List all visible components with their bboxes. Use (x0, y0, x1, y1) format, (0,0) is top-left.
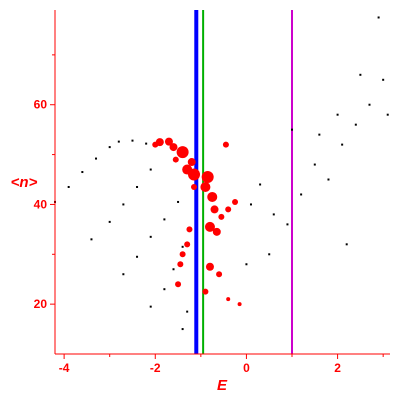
x-tick-label: 0 (243, 361, 250, 375)
point-red (175, 281, 182, 288)
point-red (177, 261, 184, 268)
point-red (202, 288, 209, 295)
point-black (272, 213, 275, 216)
point-black (300, 193, 303, 196)
point-red (172, 156, 179, 163)
point-black (95, 157, 98, 160)
point-black (131, 139, 134, 142)
point-black (181, 245, 184, 248)
point-red (222, 141, 229, 148)
point-black (149, 305, 152, 308)
point-black (172, 268, 175, 271)
x-ticks: -4 -2 0 2 (59, 354, 384, 375)
point-black (245, 263, 248, 266)
point-red (226, 297, 231, 302)
point-red (184, 241, 191, 248)
y-ticks: 20 40 60 (34, 54, 55, 311)
point-black (149, 235, 152, 238)
y-tick-label: 60 (34, 98, 48, 112)
point-red (207, 191, 218, 202)
point-black (122, 273, 125, 276)
point-black (327, 178, 330, 181)
point-red (200, 181, 211, 192)
x-axis-title: E (217, 377, 228, 394)
point-black (259, 183, 262, 186)
point-black (345, 243, 348, 246)
point-black (268, 253, 271, 256)
x-tick-label: -2 (150, 361, 161, 375)
point-black (108, 220, 111, 223)
point-red (187, 158, 196, 167)
point-red (225, 206, 232, 213)
point-black (368, 103, 371, 106)
point-black (354, 123, 357, 126)
point-red (188, 168, 201, 181)
point-red (179, 251, 186, 258)
point-red (216, 271, 223, 278)
data-points (54, 16, 389, 331)
y-tick-label: 40 (34, 197, 48, 211)
point-red (212, 227, 221, 236)
point-red (237, 302, 242, 307)
point-red (205, 262, 214, 271)
point-black (186, 310, 189, 313)
y-axis-title: <n> (11, 174, 38, 191)
point-black (136, 185, 139, 188)
point-black (181, 328, 184, 331)
point-black (177, 200, 180, 203)
point-red (201, 171, 214, 184)
point-black (291, 128, 294, 131)
point-red (152, 141, 159, 148)
point-red (218, 213, 225, 220)
point-black (341, 143, 344, 146)
point-red (210, 205, 219, 214)
point-black (313, 163, 316, 166)
point-red (164, 137, 173, 146)
point-black (108, 146, 111, 149)
y-tick-label: 20 (34, 297, 48, 311)
vertical-lines (194, 10, 294, 354)
point-black (336, 113, 339, 116)
point-black (67, 185, 70, 188)
point-black (136, 255, 139, 258)
point-black (117, 140, 120, 143)
point-red (186, 226, 193, 233)
point-black (90, 238, 93, 241)
point-black (149, 168, 152, 171)
point-black (163, 218, 166, 221)
point-black (122, 203, 125, 206)
point-black (145, 142, 148, 145)
point-black (163, 288, 166, 291)
point-black (382, 78, 385, 81)
point-black (286, 223, 289, 226)
point-red (191, 183, 198, 190)
point-red (204, 221, 215, 232)
x-tick-label: 2 (334, 361, 341, 375)
x-tick-label: -4 (59, 361, 70, 375)
point-red (169, 143, 178, 152)
point-black (359, 73, 362, 76)
point-black (377, 16, 380, 19)
point-black (318, 133, 321, 136)
point-red (232, 198, 239, 205)
point-black (249, 203, 252, 206)
point-black (81, 171, 84, 174)
point-red (176, 146, 189, 159)
point-black (386, 113, 389, 116)
